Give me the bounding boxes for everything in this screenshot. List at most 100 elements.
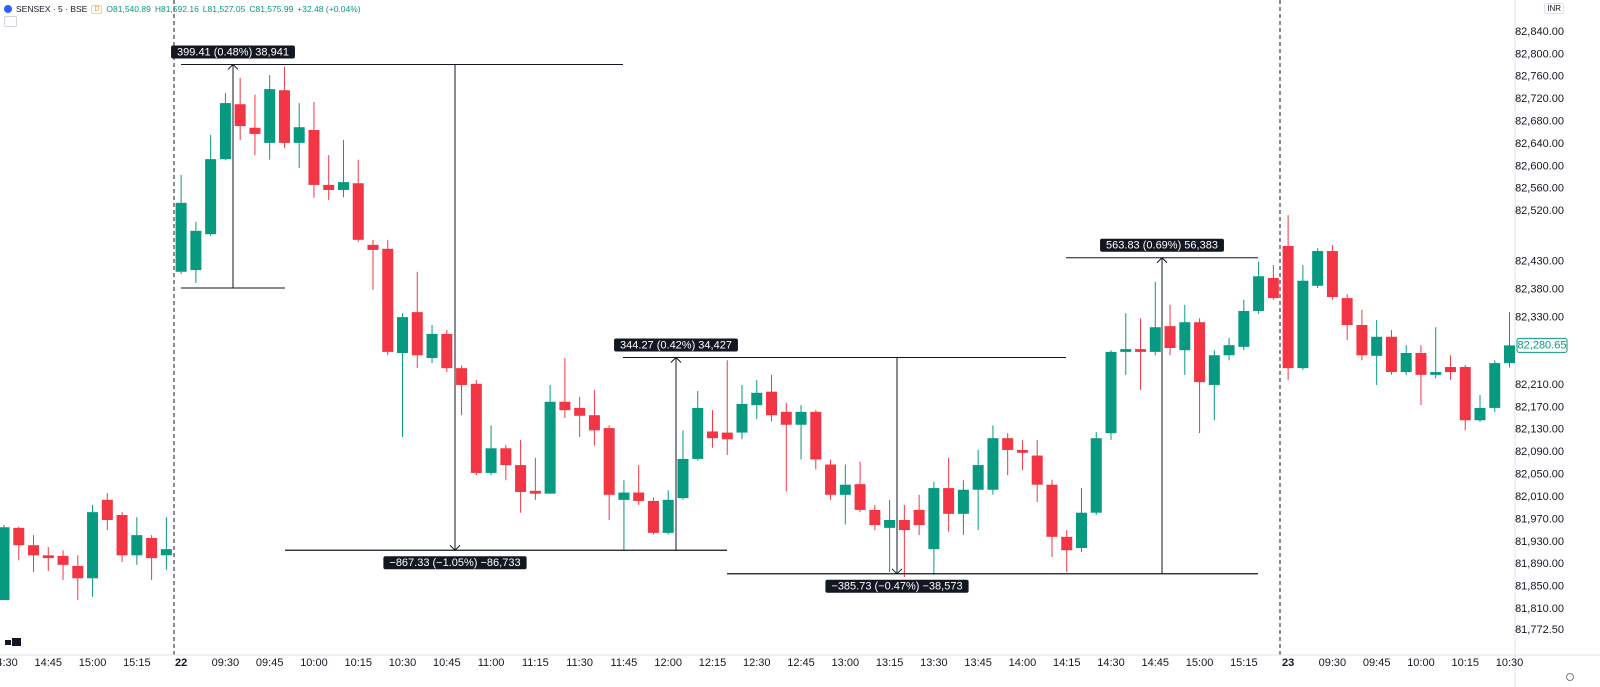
x-tick-label: 23 xyxy=(1282,657,1294,669)
x-tick-label: 15:00 xyxy=(1186,657,1214,669)
y-tick-label: 82,430.00 xyxy=(1515,256,1564,268)
y-tick-label: 81,772.50 xyxy=(1515,624,1564,636)
candle-body xyxy=(1415,353,1427,375)
x-tick-label: 12:15 xyxy=(699,657,727,669)
x-tick-label: 14:45 xyxy=(35,657,63,669)
y-tick-label: 82,560.00 xyxy=(1515,183,1564,195)
y-tick-label: 82,170.00 xyxy=(1515,401,1564,413)
candle-body xyxy=(987,438,999,490)
candle-body xyxy=(1135,349,1147,352)
candle-body xyxy=(854,484,866,510)
candle-body xyxy=(87,512,99,579)
candle-body xyxy=(1075,512,1087,549)
candle-body xyxy=(751,392,763,406)
y-tick-label: 82,720.00 xyxy=(1515,93,1564,105)
candle-body xyxy=(677,458,689,499)
collapse-button[interactable] xyxy=(4,16,17,27)
label-box xyxy=(171,45,295,59)
candle-body xyxy=(928,488,940,550)
measure-label-text: −867.33 (−1.05%) −86,733 xyxy=(389,557,520,569)
x-tick-label: 14:00 xyxy=(1009,657,1037,669)
candle-body xyxy=(42,555,54,559)
x-tick-label: 14:45 xyxy=(1142,657,1170,669)
candle-body xyxy=(367,244,379,250)
last-price-label: 82,280.65 xyxy=(1518,339,1567,351)
candle-body xyxy=(898,520,910,531)
candle-body xyxy=(1385,336,1397,373)
label-box xyxy=(825,579,969,593)
candle-body xyxy=(647,500,659,533)
x-tick-label: 13:00 xyxy=(832,657,860,669)
y-tick-label: 82,520.00 xyxy=(1515,205,1564,217)
candle-body xyxy=(1016,449,1028,453)
candle-body xyxy=(1179,322,1191,351)
x-tick-label: 10:45 xyxy=(433,657,461,669)
candle-body xyxy=(264,89,276,143)
measure-label: −867.33 (−1.05%) −86,733 xyxy=(383,556,527,570)
y-tick-label: 81,970.00 xyxy=(1515,513,1564,525)
x-tick-label: 10:15 xyxy=(344,657,372,669)
candle-body xyxy=(441,333,453,369)
candle-body xyxy=(544,401,556,494)
candle-body xyxy=(470,383,482,473)
candle-body xyxy=(131,535,143,556)
candle-body xyxy=(780,411,792,425)
candle-body xyxy=(559,401,571,411)
candle-body xyxy=(869,509,881,526)
settings-icon[interactable] xyxy=(1566,673,1574,681)
candle-body xyxy=(101,499,113,520)
candle-body xyxy=(397,317,409,354)
candle-body xyxy=(1504,345,1516,364)
x-tick-label: 10:30 xyxy=(1496,657,1524,669)
label-box xyxy=(1100,238,1224,252)
candle-body xyxy=(1061,536,1073,551)
y-tick-label: 81,930.00 xyxy=(1515,536,1564,548)
candle-body xyxy=(57,555,69,565)
candle-body xyxy=(736,404,748,433)
candle-body xyxy=(1326,251,1338,297)
candle-body xyxy=(249,127,261,134)
candle-body xyxy=(943,488,955,514)
label-box xyxy=(383,556,527,570)
candle-body xyxy=(957,489,969,514)
x-tick-label: 14:15 xyxy=(1053,657,1081,669)
candle-body xyxy=(633,492,645,501)
candle-body xyxy=(706,431,718,439)
candle-body xyxy=(234,104,246,127)
x-tick-label: 13:30 xyxy=(920,657,948,669)
candle-body xyxy=(1312,251,1324,286)
symbol-logo xyxy=(4,5,12,13)
candle-body xyxy=(1208,355,1220,385)
y-tick-label: 81,890.00 xyxy=(1515,558,1564,570)
y-tick-label: 82,640.00 xyxy=(1515,138,1564,150)
candle-body xyxy=(1002,438,1014,450)
x-tick-label: 12:30 xyxy=(743,657,771,669)
candle-body xyxy=(13,527,25,546)
x-tick-label: 22 xyxy=(175,657,187,669)
candle-body xyxy=(1356,325,1368,356)
candle-body xyxy=(1223,345,1235,356)
low: L81,527.05 xyxy=(202,4,246,14)
x-tick-label: 15:15 xyxy=(123,657,151,669)
candle-body xyxy=(1341,298,1353,325)
high: H81,592.16 xyxy=(154,4,199,14)
measure-label-text: 344.27 (0.42%) 34,427 xyxy=(620,339,732,351)
candle-body xyxy=(337,182,349,190)
currency[interactable]: INR xyxy=(1544,3,1564,14)
candle-body xyxy=(382,248,394,352)
x-tick-label: 12:45 xyxy=(787,657,815,669)
y-tick-label: 82,680.00 xyxy=(1515,116,1564,128)
candle-body xyxy=(1164,326,1176,348)
candle-body xyxy=(1149,327,1161,352)
x-tick-label: 13:15 xyxy=(876,657,904,669)
candle-body xyxy=(352,183,364,240)
y-tick-label: 81,810.00 xyxy=(1515,603,1564,615)
measure-label-text: −385.73 (−0.47%) −38,573 xyxy=(831,581,962,593)
candle-body xyxy=(1371,336,1383,356)
candle-body xyxy=(721,432,733,440)
y-tick-label: 82,010.00 xyxy=(1515,491,1564,503)
candle-body xyxy=(1105,351,1117,434)
symbol-header: SENSEX · 5 · BSE D O81,540.89 H81,592.16… xyxy=(4,2,361,16)
candle-body xyxy=(603,428,615,495)
